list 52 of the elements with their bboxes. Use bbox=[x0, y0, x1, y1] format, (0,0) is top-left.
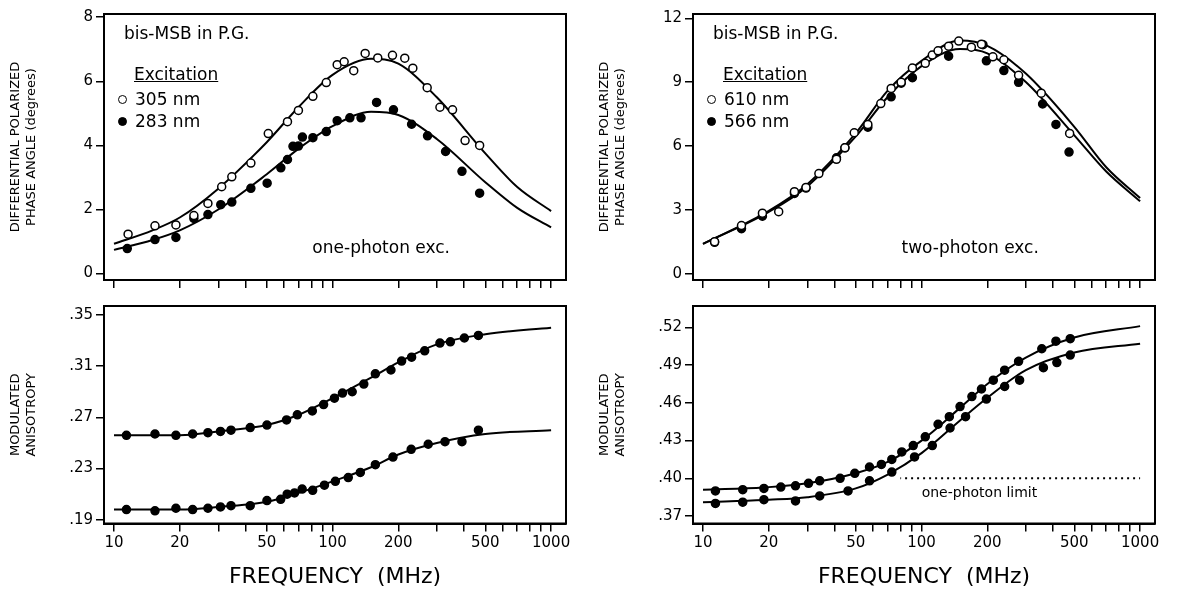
annotation: bis-MSB in P.G. bbox=[713, 22, 839, 43]
x-tick-label: 10 bbox=[693, 533, 713, 552]
y-axis-title: MODULATED ANISOTROPY bbox=[7, 372, 38, 457]
y-tick-label: 4 bbox=[83, 135, 93, 154]
x-tick-label: 100 bbox=[318, 533, 347, 552]
y-tick-label: 6 bbox=[672, 135, 682, 154]
y-tick-label: .52 bbox=[658, 317, 682, 336]
y-tick-label: .27 bbox=[69, 407, 93, 426]
x-tick-label: 20 bbox=[759, 533, 779, 552]
y-tick-label: 3 bbox=[672, 199, 682, 218]
y-tick-label: 8 bbox=[83, 7, 93, 26]
y-tick-label: 9 bbox=[672, 71, 682, 90]
y-tick-label: .46 bbox=[658, 392, 682, 411]
y-tick-label: .23 bbox=[69, 458, 93, 477]
y-tick-label: .49 bbox=[658, 355, 682, 374]
x-tick-label: 1000 bbox=[1121, 533, 1160, 552]
y-axis-title: DIFFERENTIAL POLARIZED PHASE ANGLE (degrees) bbox=[7, 61, 38, 233]
x-axis-title: FREQUENCY (MHz) bbox=[817, 562, 1031, 588]
x-tick-label: 200 bbox=[384, 533, 413, 552]
legend-label: 610 nm bbox=[724, 89, 790, 109]
y-tick-label: .19 bbox=[69, 509, 93, 528]
y-tick-label: .35 bbox=[69, 304, 93, 323]
x-tick-label: 1000 bbox=[532, 533, 571, 552]
x-tick-label: 20 bbox=[170, 533, 190, 552]
y-tick-label: 6 bbox=[83, 71, 93, 90]
x-tick-label: 10 bbox=[104, 533, 124, 552]
y-axis-title: MODULATED ANISOTROPY bbox=[596, 372, 627, 457]
x-tick-label: 100 bbox=[907, 533, 936, 552]
y-tick-label: 2 bbox=[83, 199, 93, 218]
y-tick-label: .40 bbox=[658, 468, 682, 487]
x-tick-label: 50 bbox=[846, 533, 866, 552]
y-tick-label: .43 bbox=[658, 430, 682, 449]
annotation: two-photon exc. bbox=[901, 236, 1039, 257]
annotation: bis-MSB in P.G. bbox=[124, 22, 250, 43]
legend-label: 305 nm bbox=[135, 89, 201, 109]
legend-title: Excitation bbox=[133, 64, 219, 84]
x-tick-label: 50 bbox=[257, 533, 277, 552]
x-tick-label: 500 bbox=[1059, 533, 1089, 552]
annotation: one-photon exc. bbox=[312, 236, 451, 257]
legend-label: 566 nm bbox=[724, 111, 790, 131]
y-tick-label: .31 bbox=[69, 356, 93, 375]
y-tick-label: 0 bbox=[672, 263, 682, 282]
x-tick-label: 200 bbox=[973, 533, 1002, 552]
x-axis-title: FREQUENCY (MHz) bbox=[228, 562, 442, 588]
annotation: one-photon limit bbox=[921, 483, 1038, 500]
legend-label: 283 nm bbox=[135, 111, 201, 131]
y-axis-title: DIFFERENTIAL POLARIZED PHASE ANGLE (degrees) bbox=[596, 61, 627, 233]
y-tick-label: 12 bbox=[662, 8, 682, 27]
legend-title: Excitation bbox=[722, 64, 808, 84]
y-tick-label: 0 bbox=[83, 263, 93, 282]
y-tick-label: .37 bbox=[658, 505, 682, 524]
x-tick-label: 500 bbox=[470, 533, 500, 552]
